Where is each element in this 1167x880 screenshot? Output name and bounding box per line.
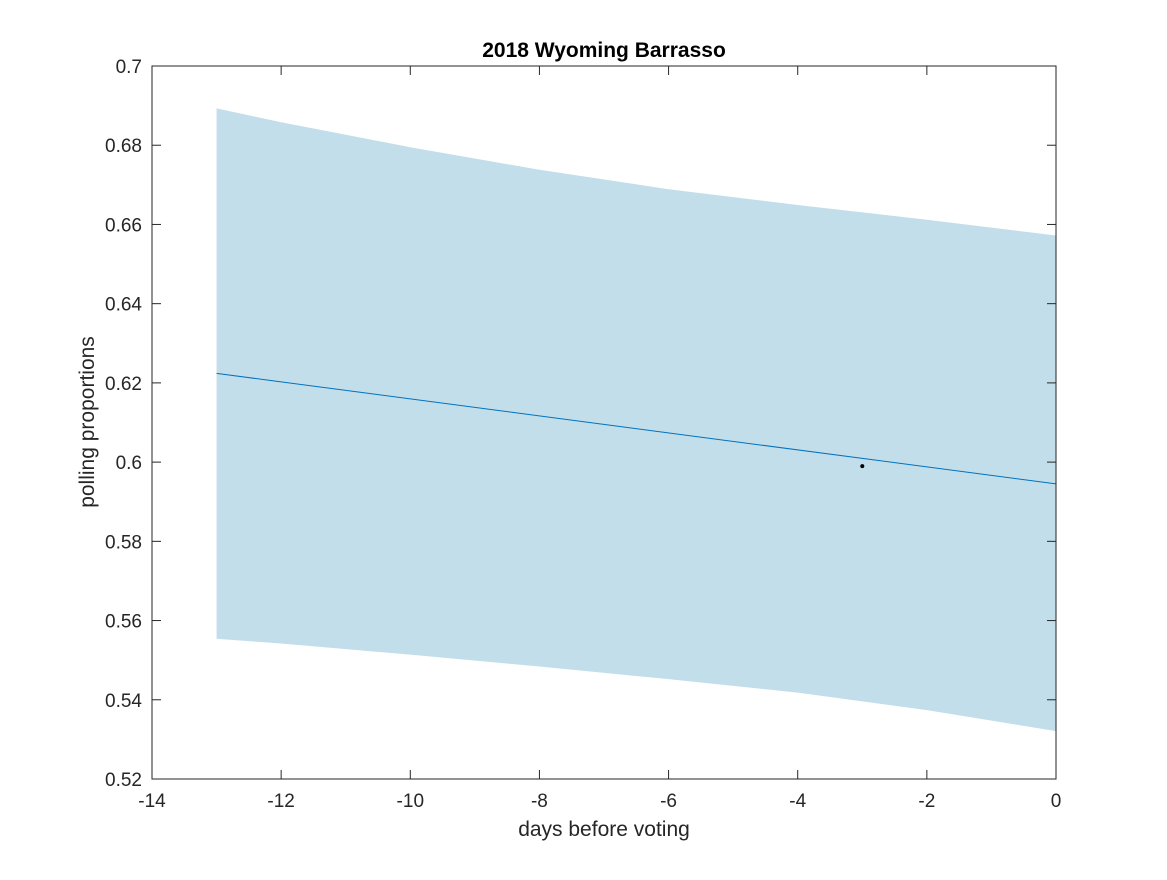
y-tick-label: 0.64 — [105, 295, 142, 316]
x-tick-label: 0 — [1051, 791, 1062, 812]
chart-title: 2018 Wyoming Barrasso — [482, 39, 726, 62]
y-tick-label: 0.52 — [105, 770, 142, 791]
x-tick-label: -4 — [789, 791, 806, 812]
trend-line — [216, 372, 1057, 485]
x-tick-label: -6 — [660, 791, 677, 812]
y-tick-label: 0.68 — [105, 136, 142, 157]
poll-point — [860, 464, 865, 469]
x-tick-label: -12 — [267, 791, 294, 812]
y-tick-label: 0.58 — [105, 532, 142, 553]
y-tick-label: 0.7 — [116, 57, 142, 78]
y-tick-label: 0.54 — [105, 691, 142, 712]
x-tick-label: -2 — [918, 791, 935, 812]
axes-box — [151, 65, 1057, 780]
y-tick-label: 0.62 — [105, 374, 142, 395]
axes: -14 -12 -10 -8 -6 -4 -2 0 0.52 0.54 0.56 0.58 0.6 0.6… — [105, 57, 1061, 812]
confidence-band — [216, 108, 1056, 732]
x-tick-label: -8 — [531, 791, 548, 812]
x-axis-label: days before voting — [518, 818, 690, 841]
y-tick-label: 0.6 — [116, 453, 142, 474]
y-tick-label: 0.56 — [105, 612, 142, 633]
x-tick-label: -14 — [138, 791, 166, 812]
plot-area — [216, 108, 1057, 732]
y-axis-label: polling proportions — [76, 336, 99, 508]
x-tick-label: -10 — [397, 791, 424, 812]
y-tick-label: 0.66 — [105, 215, 142, 236]
